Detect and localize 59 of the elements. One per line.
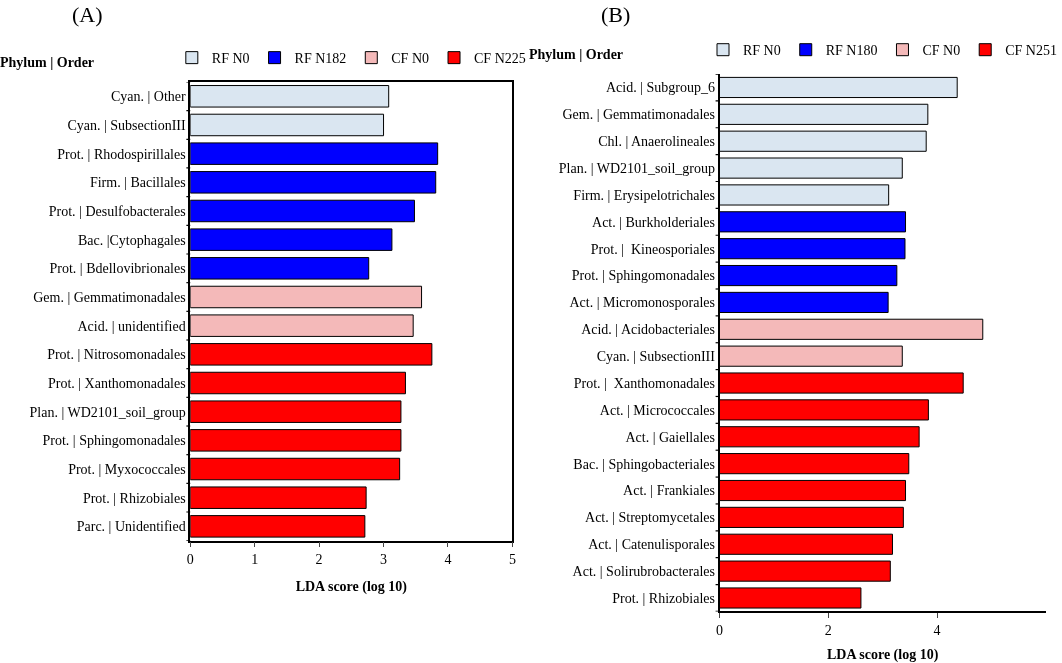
y-axis-title: Phylum | Order bbox=[529, 47, 624, 62]
y-axis-title: Phylum | Order bbox=[0, 55, 95, 70]
y-tick-label: Cyan. | SubsectionIII bbox=[67, 117, 187, 133]
y-tick-label: Acid. | unidentified bbox=[77, 318, 186, 334]
y-tick-label: Act. | Gaiellales bbox=[625, 429, 715, 445]
legend-label: RF N182 bbox=[294, 51, 347, 67]
x-tick-label: 2 bbox=[824, 622, 832, 638]
y-tick-label: Cyan. | Other bbox=[110, 89, 187, 105]
y-tick-label: Parc. | Unidentified bbox=[76, 519, 186, 535]
legend-label: CF N0 bbox=[391, 51, 430, 67]
y-tick-label: Prot. | Xanthomonadales bbox=[573, 375, 715, 391]
y-tick-label: Prot. | Sphingomonadales bbox=[42, 433, 186, 449]
legend-label: RF N0 bbox=[743, 43, 781, 59]
y-tick-label: Bac. | Sphingobacteriales bbox=[573, 456, 715, 472]
y-tick-label: Bac. |Cytophagales bbox=[77, 232, 186, 248]
y-tick-label: Act. | Burkholderiales bbox=[592, 214, 715, 230]
y-tick-label: Prot. | Nitrosomonadales bbox=[47, 347, 186, 363]
x-axis-title: LDA score (log 10) bbox=[295, 579, 408, 596]
y-tick-label: Act. | Micrococcales bbox=[599, 402, 715, 418]
x-tick-label: 1 bbox=[251, 552, 259, 568]
y-tick-label: Prot. | Sphingomonadales bbox=[571, 268, 715, 284]
y-tick-label: Acid. | Subgroup_6 bbox=[605, 80, 715, 96]
y-tick-label: Plan. | WD2101_soil_group bbox=[558, 160, 715, 176]
x-tick-label: 0 bbox=[716, 622, 724, 638]
y-tick-label: Prot. | Desulfobacterales bbox=[48, 203, 186, 219]
x-tick-label: 4 bbox=[444, 552, 452, 568]
legend-label: RF N180 bbox=[825, 43, 878, 59]
x-axis-title: LDA score (log 10) bbox=[827, 647, 939, 663]
legend-label: CF N251 bbox=[1005, 43, 1057, 59]
y-tick-label: Prot. | Bdellovibrionales bbox=[49, 261, 186, 277]
chart-title: (A) bbox=[72, 2, 103, 27]
x-tick-label: 4 bbox=[933, 622, 941, 638]
y-tick-label: Gem. | Gemmatimonadales bbox=[33, 289, 186, 305]
y-tick-label: Prot. | Xanthomonadales bbox=[47, 375, 186, 391]
legend-label: RF N0 bbox=[211, 51, 250, 67]
y-tick-label: Act. | Solirubrobacterales bbox=[572, 564, 715, 580]
y-tick-label: Plan. | WD2101_soil_group bbox=[29, 404, 186, 420]
y-tick-label: Act. | Micromonosporales bbox=[569, 295, 715, 311]
y-tick-label: Acid. | Acidobacteriales bbox=[581, 322, 715, 338]
y-tick-label: Act. | Catenulisporales bbox=[588, 537, 715, 553]
chart-title: (B) bbox=[601, 2, 631, 27]
y-tick-label: Firm. | Bacillales bbox=[89, 175, 186, 191]
x-tick-label: 5 bbox=[508, 552, 516, 568]
y-tick-label: Prot. | Rhizobiales bbox=[82, 490, 186, 506]
x-tick-label: 2 bbox=[315, 552, 323, 568]
x-tick-label: 0 bbox=[186, 552, 194, 568]
y-tick-label: Prot. | Myxococcales bbox=[68, 461, 186, 477]
y-tick-label: Gem. | Gemmatimonadales bbox=[562, 107, 715, 123]
y-tick-label: Firm. | Erysipelotrichales bbox=[573, 187, 715, 203]
y-tick-label: Prot. | Rhodospirillales bbox=[57, 146, 186, 162]
y-tick-label: Act. | Streptomycetales bbox=[585, 510, 715, 526]
x-tick-label: 3 bbox=[380, 552, 388, 568]
y-tick-label: Act. | Frankiales bbox=[623, 483, 715, 499]
y-tick-label: Prot. | Kineosporiales bbox=[590, 241, 715, 257]
legend-label: CF N225 bbox=[474, 51, 526, 67]
y-tick-label: Prot. | Rhizobiales bbox=[612, 590, 715, 606]
legend-label: CF N0 bbox=[922, 43, 961, 59]
y-tick-label: Cyan. | SubsectionIII bbox=[596, 349, 716, 365]
y-tick-label: Chl. | Anaerolineales bbox=[598, 134, 715, 150]
